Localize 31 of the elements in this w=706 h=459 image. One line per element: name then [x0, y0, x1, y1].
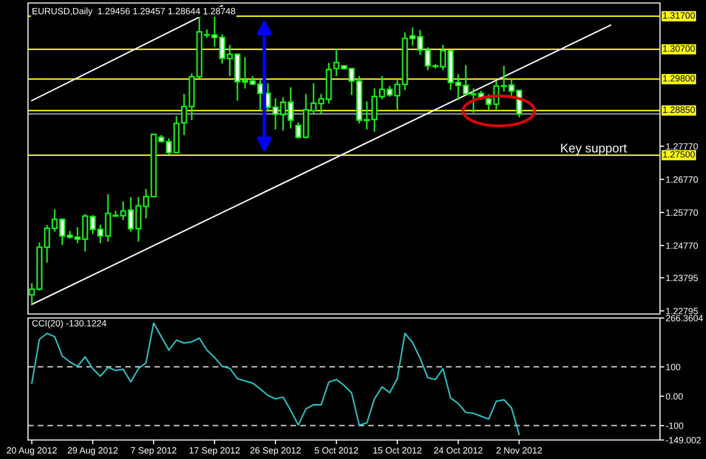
y-tick-label: -149.002	[666, 436, 701, 444]
candlestick	[59, 218, 66, 246]
y-tick-label: 1.23795	[666, 274, 698, 282]
ref-line-label: 1.29800	[663, 75, 695, 82]
x-tick-label: 24 Oct 2012	[434, 447, 482, 454]
y-tick-label: 1.27770	[666, 143, 698, 150]
ref-line-label: 1.27500	[663, 151, 695, 158]
x-tick-label: 5 Oct 2012	[314, 447, 358, 454]
y-tick-label: 100	[666, 364, 680, 370]
candlestick	[424, 46, 431, 71]
ref-line-label: 1.30700	[663, 45, 695, 52]
x-tick-label: 29 Aug 2012	[68, 447, 118, 456]
x-tick-label: 17 Sep 2012	[190, 447, 240, 456]
y-tick-label: 266.3604	[666, 314, 703, 322]
y-tick-label: 1.22795	[666, 308, 698, 314]
y-tick-label: 0.00	[666, 393, 683, 400]
x-tick-label: 7 Sep 2012	[131, 447, 176, 456]
chart-title: CCI(20) -130.1224	[32, 320, 106, 328]
ref-line-label: 1.28850	[663, 106, 695, 113]
y-tick-label: 1.26770	[666, 176, 698, 183]
chart-title: EURUSD,Daily 1.29456 1.29457 1.28644 1.28748	[32, 8, 236, 16]
y-tick-label: 1.24770	[666, 242, 698, 249]
candlestick	[486, 94, 492, 111]
annotation: Key support	[561, 144, 627, 155]
x-tick-label: 15 Oct 2012	[373, 447, 422, 454]
ref-line-label: 1.31700	[663, 12, 695, 19]
y-tick-label: 1.25770	[666, 209, 698, 216]
x-tick-label: 26 Sep 2012	[250, 447, 301, 456]
x-tick-label: 20 Aug 2012	[6, 447, 57, 456]
y-tick-label: -100	[666, 422, 684, 429]
x-tick-label: 2 Nov 2012	[496, 447, 542, 454]
